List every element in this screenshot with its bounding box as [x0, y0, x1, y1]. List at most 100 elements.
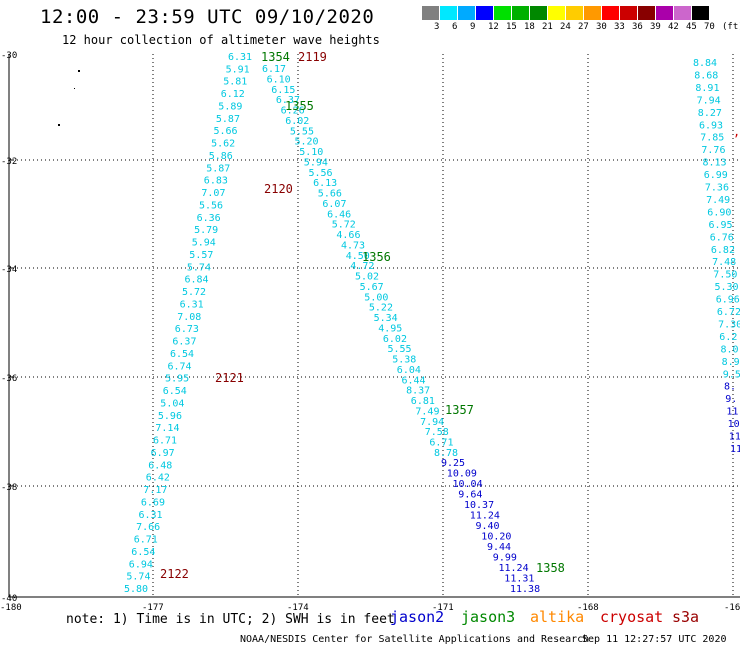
- wave-height-value: 5.72: [332, 220, 356, 231]
- wave-height-value: 5.80: [124, 584, 148, 595]
- legend-label: 45: [686, 22, 697, 32]
- wave-height-value: 5.74: [126, 572, 150, 583]
- legend-label: 36: [632, 22, 643, 32]
- legend-cryosat: cryosat: [600, 608, 664, 626]
- wave-height-value: 6.82: [711, 245, 735, 256]
- wave-height-value: 6.69: [141, 497, 165, 508]
- track-a-values: 6.315.915.816.125.895.875.665.625.865.87…: [124, 52, 252, 595]
- lat-label-30: -30: [1, 51, 17, 61]
- wave-height-value: 8.91: [695, 83, 719, 94]
- legend-label: 15: [506, 22, 517, 32]
- legend-swatch: [548, 6, 566, 20]
- wave-height-value: 8.: [724, 382, 736, 393]
- legend-label: 30: [596, 22, 607, 32]
- footer-credit: NOAA/NESDIS Center for Satellite Applica…: [240, 634, 590, 645]
- wave-height-value: 5.87: [216, 114, 240, 125]
- lon-label-177: -177: [142, 603, 164, 613]
- wave-height-value: 5.30: [715, 282, 739, 293]
- wave-height-value: 7.30: [718, 320, 740, 331]
- wave-height-value: 4.73: [341, 240, 365, 251]
- wave-height-value: 6.07: [322, 199, 346, 210]
- wave-height-value: 10: [728, 419, 740, 430]
- wave-height-value: 6.02: [285, 116, 309, 127]
- lat-label-38: -38: [1, 483, 17, 493]
- legend-swatch: [692, 6, 710, 20]
- wave-height-value: 6.71: [429, 438, 453, 449]
- wave-height-value: 5.55: [388, 344, 412, 355]
- wave-height-value: 5.94: [304, 157, 328, 168]
- wave-height-value: 10.04: [453, 479, 483, 490]
- wave-height-value: 7.08: [177, 312, 201, 323]
- lat-label-40: -40: [1, 594, 17, 604]
- wave-height-value: 9.99: [493, 553, 517, 564]
- edge-mark: ,: [733, 125, 740, 139]
- wave-height-value: 6.90: [707, 207, 731, 218]
- wave-height-value: 6.02: [383, 334, 407, 345]
- legend-swatch: [566, 6, 584, 20]
- tick-marks: [9, 159, 14, 487]
- wave-height-value: 6.94: [129, 559, 153, 570]
- legend-label: 3: [434, 22, 440, 32]
- island-dots: [58, 70, 80, 126]
- wave-height-value: 4.66: [336, 230, 360, 241]
- wave-height-value: 7.85: [700, 133, 724, 144]
- legend-label: 24: [560, 22, 571, 32]
- wave-height-value: 10.20: [481, 532, 511, 543]
- wave-height-value: 9.40: [476, 521, 500, 532]
- wave-height-value: 6.2: [719, 332, 737, 343]
- wave-height-value: 7.17: [143, 485, 167, 496]
- track-c-values: 8.84 8.688.917.94 8.276.93 7.857.76 8.136.99…: [693, 58, 740, 455]
- wave-height-value: 6.42: [146, 473, 170, 484]
- wave-height-value: 7.94: [697, 95, 721, 106]
- wave-height-value: 5.66: [214, 126, 238, 137]
- wave-height-value: 6.31: [139, 510, 163, 521]
- wave-height-value: 6.13: [313, 178, 337, 189]
- wave-height-value: 5.62: [211, 139, 235, 150]
- wave-height-value: 11: [729, 432, 740, 443]
- time-label-1356: 1356: [362, 250, 391, 264]
- wave-height-value: 6.26: [281, 106, 305, 117]
- time-label-1354: 1354: [261, 50, 290, 64]
- wave-height-value: 5.04: [160, 398, 184, 409]
- wave-height-value: 5.95: [165, 374, 189, 385]
- wave-height-value: 5.00: [364, 292, 388, 303]
- lon-label-174: -174: [287, 603, 309, 613]
- legend-label: 42: [668, 22, 679, 32]
- wave-height-value: 5.56: [199, 201, 223, 212]
- map-title: 12:00 - 23:59 UTC 09/10/2020: [40, 6, 375, 28]
- wave-height-value: 6.99: [704, 170, 728, 181]
- wave-height-value: 6.93: [699, 120, 723, 131]
- wave-height-value: 5.20: [295, 137, 319, 148]
- wave-height-value: 5.66: [318, 189, 342, 200]
- legend-altika: altika: [530, 608, 585, 626]
- wave-height-value: 5.38: [392, 355, 416, 366]
- wave-height-value: 6.44: [402, 375, 426, 386]
- legend-swatch: [674, 6, 692, 20]
- wave-height-value: 8.0: [721, 344, 739, 355]
- wave-height-value: 6.54: [163, 386, 187, 397]
- legend-swatch: [422, 6, 440, 20]
- wave-height-value: 6.71: [134, 535, 158, 546]
- wave-height-value: 4.50: [346, 251, 370, 262]
- time-label-1358: 1358: [536, 561, 565, 575]
- lat-label-32: -32: [1, 157, 17, 167]
- wave-height-value: 5.34: [374, 313, 398, 324]
- wave-height-value: 8.13: [703, 158, 727, 169]
- legend-swatch: [584, 6, 602, 20]
- wave-height-value: 5.02: [355, 272, 379, 283]
- wave-height-value: 9.25: [441, 458, 465, 469]
- lat-label-36: -36: [1, 374, 17, 384]
- time-label-2120: 2120: [264, 182, 293, 196]
- wave-height-value: 5.96: [158, 411, 182, 422]
- wave-height-value: 5.67: [360, 282, 384, 293]
- legend-label: 39: [650, 22, 661, 32]
- wave-height-value: 5.57: [189, 250, 213, 261]
- wave-height-value: 5.22: [369, 303, 393, 314]
- legend-label: (ft): [722, 22, 740, 32]
- legend-label: 18: [524, 22, 535, 32]
- wave-height-value: 7.66: [136, 522, 160, 533]
- wave-height-value: 7.07: [201, 188, 225, 199]
- wave-height-value: 11: [726, 407, 738, 418]
- grid: [9, 54, 740, 597]
- wave-height-value: 6.36: [197, 213, 221, 224]
